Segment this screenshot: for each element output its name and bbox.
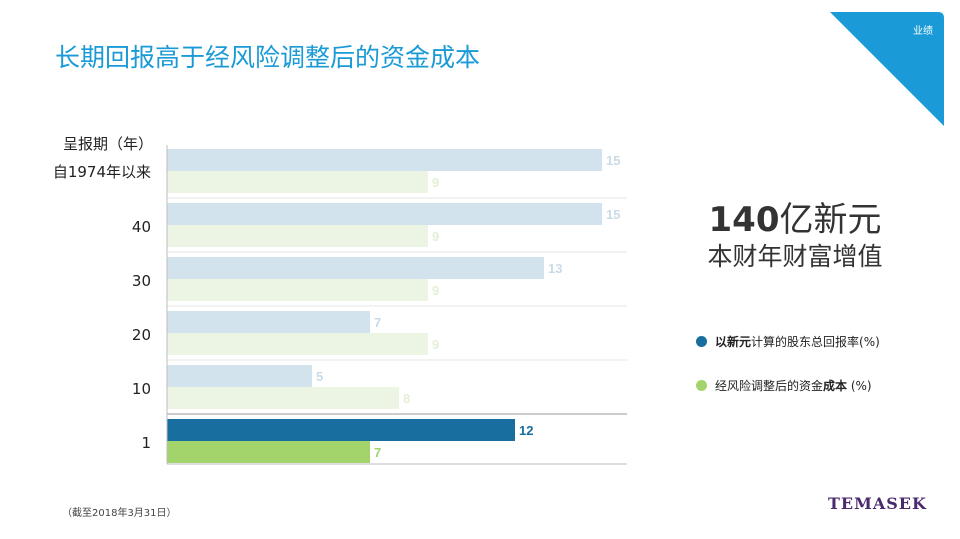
highlight-number: 140 [708,200,780,240]
data-label-cost: 9 [432,175,439,190]
bar-cost [167,225,428,247]
bar-cost [167,279,428,301]
data-label-return: 15 [606,207,620,222]
legend-label-bold: 以新元 [715,335,752,349]
bar-return [167,419,515,441]
bar-cost [167,387,399,409]
bar-cost [167,171,428,193]
section-tag: 业绩 [913,26,933,37]
data-label-return: 13 [548,261,562,276]
legend-item-shareholder-return: 以新元计算的股东总回报率(%) [696,333,880,350]
data-label-cost: 9 [432,229,439,244]
category-label: 30 [132,272,151,290]
footnote: （截至2018年3月31日） [62,508,177,519]
data-label-return: 12 [519,423,533,438]
bar-return [167,149,602,171]
legend-label: 经风险调整后的资金 [715,379,824,393]
category-label: 1 [141,434,151,452]
data-label-cost: 9 [432,283,439,298]
bar-cost [167,333,428,355]
bar-return [167,203,602,225]
page-title: 长期回报高于经风险调整后的资金成本 [55,43,481,72]
highlight-subtitle: 本财年财富增值 [707,242,883,271]
data-label-return: 7 [374,315,381,330]
bar-return [167,257,544,279]
data-label-return: 15 [606,153,620,168]
category-label: 20 [132,326,151,344]
legend-label-tail: (%) [847,379,872,393]
highlight-value: 140亿新元 [640,192,950,241]
corner-tab [830,12,944,126]
data-label-cost: 7 [374,445,381,460]
legend-item-cost-of-capital: 经风险调整后的资金成本 (%) [696,377,872,394]
legend-marker-return [696,336,707,347]
axis-title: 呈报期（年） [63,135,154,153]
legend-marker-cost [696,380,707,391]
data-label-return: 5 [316,369,323,384]
category-label: 40 [132,218,151,236]
temasek-logo: TEMASEK [828,494,927,513]
legend-label-bold: 成本 [823,379,848,393]
legend-label: 计算的股东总回报率(%) [751,335,880,349]
bar-cost [167,441,370,463]
bar-return [167,365,312,387]
bar-return [167,311,370,333]
data-label-cost: 9 [432,337,439,352]
category-label: 自1974年以来 [53,163,151,181]
data-label-cost: 8 [403,391,410,406]
highlight-unit: 亿新元 [779,200,882,240]
category-label: 10 [132,380,151,398]
